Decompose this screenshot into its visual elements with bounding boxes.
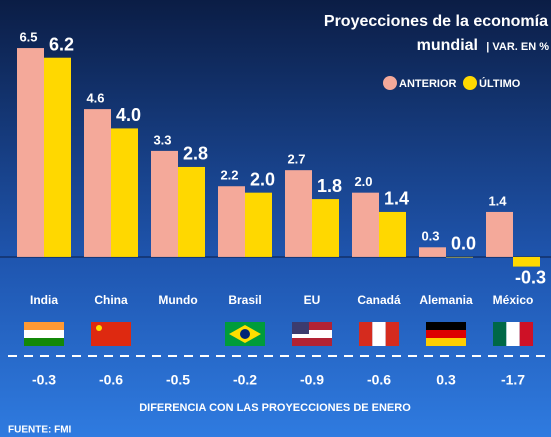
flag (24, 338, 64, 346)
value-label: 3.3 (153, 132, 171, 147)
flag (24, 322, 64, 330)
flag (385, 322, 400, 346)
value-label: 1.4 (488, 193, 507, 208)
flag (372, 322, 386, 346)
bar (513, 256, 540, 267)
value-label: 1.8 (317, 176, 342, 196)
legend-swatch (383, 76, 397, 90)
flag (493, 322, 507, 346)
bar (419, 247, 446, 257)
flag (359, 322, 373, 346)
bar (111, 128, 138, 257)
bar (44, 57, 71, 257)
value-label: 6.2 (49, 34, 74, 54)
units: | VAR. EN % (486, 41, 549, 53)
category-label: India (30, 293, 58, 307)
value-label: 2.0 (354, 174, 372, 189)
difference: 0.3 (436, 372, 456, 388)
flag (292, 322, 332, 330)
bar (285, 170, 312, 257)
bar (446, 256, 473, 258)
category-label: Alemania (419, 293, 473, 307)
flag (506, 322, 520, 346)
category-label: Brasil (228, 293, 261, 307)
value-label: 4.0 (116, 105, 141, 125)
source: FUENTE: FMI (8, 425, 72, 436)
flag (292, 322, 309, 334)
flag (426, 330, 466, 338)
bar (151, 150, 178, 257)
bar (379, 211, 406, 257)
category-label: EU (304, 293, 321, 307)
value-label: 0.3 (421, 229, 439, 244)
value-label: 2.8 (183, 144, 208, 164)
difference: -0.6 (367, 372, 391, 388)
difference: -0.9 (300, 372, 324, 388)
value-label: 0.0 (451, 234, 476, 254)
category-label: Mundo (158, 293, 197, 307)
flag (96, 325, 102, 331)
flag (292, 330, 332, 338)
value-label: -0.3 (515, 267, 546, 287)
bar (352, 192, 379, 257)
category-label: México (493, 293, 534, 307)
chart-title: Proyecciones de la economía (324, 13, 548, 30)
value-label: 6.5 (19, 30, 37, 45)
value-label: 2.2 (220, 168, 238, 183)
category-label: China (94, 293, 128, 307)
difference: -0.5 (166, 372, 190, 388)
difference: -1.7 (501, 372, 525, 388)
difference: -0.6 (99, 372, 123, 388)
differences-label: DIFERENCIA CON LAS PROYECCIONES DE ENERO (139, 402, 411, 414)
flag (91, 330, 131, 338)
category-label: Canadá (357, 293, 401, 307)
flag (426, 338, 466, 346)
value-label: 1.4 (384, 189, 409, 209)
chart-title-line2: mundial (417, 37, 478, 54)
legend-label: ÚLTIMO (479, 77, 521, 90)
flag (91, 322, 131, 330)
bar (84, 109, 111, 257)
difference: -0.3 (32, 372, 56, 388)
value-label: 4.6 (86, 91, 104, 106)
bar (178, 166, 205, 257)
flag (519, 322, 534, 346)
flag (240, 329, 250, 339)
value-label: 2.0 (250, 169, 275, 189)
legend-label: ANTERIOR (399, 78, 457, 90)
flag (426, 322, 466, 330)
bar (486, 211, 513, 257)
bar (17, 48, 44, 257)
value-label: 2.7 (287, 152, 305, 167)
bar (218, 186, 245, 257)
flag (24, 330, 64, 338)
difference: -0.2 (233, 372, 257, 388)
flag (91, 338, 131, 346)
bar (245, 192, 272, 257)
legend-swatch (463, 76, 477, 90)
flag (292, 338, 332, 346)
bar (312, 199, 339, 257)
